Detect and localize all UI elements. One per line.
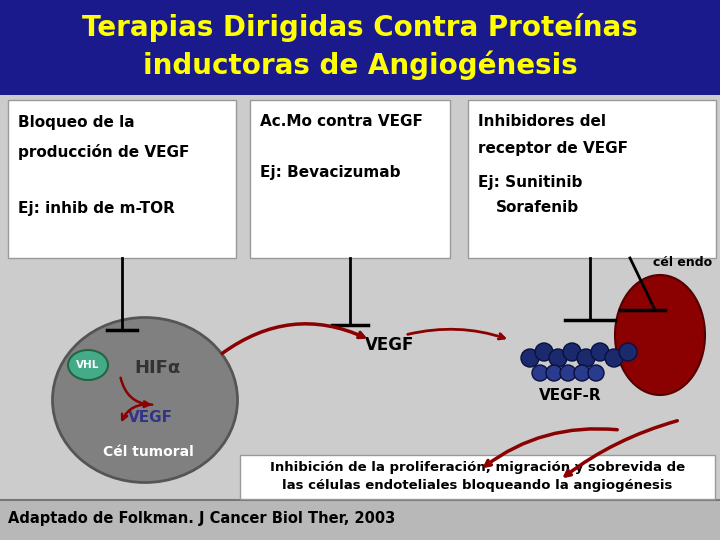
Text: producción de VEGF: producción de VEGF — [18, 144, 189, 160]
Circle shape — [546, 365, 562, 381]
Circle shape — [577, 349, 595, 367]
FancyBboxPatch shape — [468, 100, 716, 258]
Text: inductoras de Angiogénesis: inductoras de Angiogénesis — [143, 50, 577, 80]
Text: Ej: inhib de m-TOR: Ej: inhib de m-TOR — [18, 200, 175, 215]
Text: Ej: Bevacizumab: Ej: Bevacizumab — [260, 165, 400, 179]
Text: Sorafenib: Sorafenib — [496, 200, 579, 215]
Circle shape — [605, 349, 623, 367]
Circle shape — [521, 349, 539, 367]
Ellipse shape — [68, 350, 108, 380]
Ellipse shape — [53, 318, 238, 483]
Text: cél endo: cél endo — [653, 255, 712, 268]
Text: Bloqueo de la: Bloqueo de la — [18, 114, 135, 130]
Text: receptor de VEGF: receptor de VEGF — [478, 140, 628, 156]
Ellipse shape — [615, 275, 705, 395]
FancyBboxPatch shape — [0, 0, 720, 95]
Text: las células endoteliales bloqueando la angiogénesis: las células endoteliales bloqueando la a… — [282, 480, 672, 492]
Text: Terapias Dirigidas Contra Proteínas: Terapias Dirigidas Contra Proteínas — [82, 14, 638, 43]
Text: VEGF-R: VEGF-R — [539, 388, 601, 402]
FancyBboxPatch shape — [240, 455, 715, 499]
Circle shape — [535, 343, 553, 361]
Circle shape — [619, 343, 637, 361]
Text: Inhibición de la proliferación, migración y sobrevida de: Inhibición de la proliferación, migració… — [270, 462, 685, 475]
Text: Cél tumoral: Cél tumoral — [103, 445, 194, 459]
Text: VEGF: VEGF — [127, 410, 173, 426]
FancyBboxPatch shape — [8, 100, 236, 258]
Text: HIFα: HIFα — [135, 359, 181, 377]
Circle shape — [549, 349, 567, 367]
FancyBboxPatch shape — [0, 95, 720, 500]
Text: VEGF: VEGF — [365, 336, 415, 354]
Text: Inhibidores del: Inhibidores del — [478, 114, 606, 130]
Circle shape — [560, 365, 576, 381]
Circle shape — [588, 365, 604, 381]
Circle shape — [532, 365, 548, 381]
Text: Ej: Sunitinib: Ej: Sunitinib — [478, 174, 582, 190]
Circle shape — [563, 343, 581, 361]
Circle shape — [574, 365, 590, 381]
FancyBboxPatch shape — [250, 100, 450, 258]
Text: Ac.Mo contra VEGF: Ac.Mo contra VEGF — [260, 114, 423, 130]
FancyBboxPatch shape — [0, 500, 720, 540]
Text: Adaptado de Folkman. J Cancer Biol Ther, 2003: Adaptado de Folkman. J Cancer Biol Ther,… — [8, 511, 395, 526]
Circle shape — [591, 343, 609, 361]
Text: VHL: VHL — [76, 360, 99, 370]
